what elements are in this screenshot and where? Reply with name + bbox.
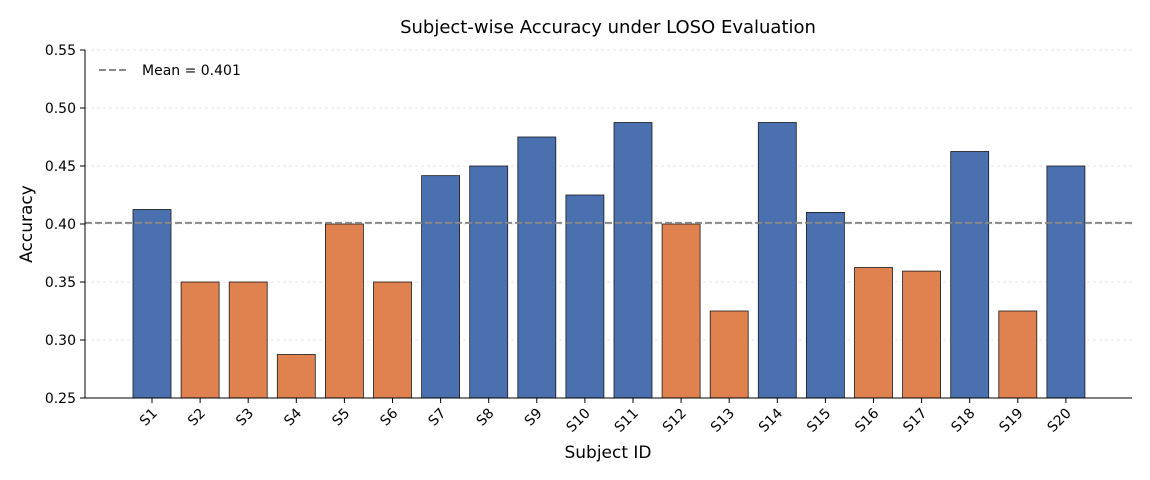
legend: Mean = 0.401 — [99, 63, 241, 79]
bar-s2 — [180, 281, 220, 399]
bar-s15 — [806, 211, 845, 399]
bar-s19 — [998, 310, 1038, 399]
bar-s16 — [854, 267, 893, 399]
bar-s20 — [1046, 165, 1086, 399]
bars — [132, 122, 1086, 399]
x-tick-label: S15 — [804, 406, 834, 436]
bar-s13 — [709, 310, 749, 399]
bar-s14 — [757, 122, 797, 399]
y-tick-label: 0.55 — [45, 43, 76, 59]
x-tick-label: S13 — [708, 406, 738, 436]
bar-s12 — [661, 223, 701, 399]
bar-s3 — [228, 281, 268, 399]
x-tick-label: S7 — [426, 406, 450, 430]
bar-s17 — [902, 270, 941, 399]
x-tick-label: S2 — [185, 406, 209, 430]
y-axis-title: Accuracy — [17, 185, 37, 263]
legend-mean-label: Mean = 0.401 — [142, 63, 241, 79]
y-tick-label: 0.45 — [45, 159, 76, 175]
bar-s1 — [132, 209, 172, 399]
x-tick-label: S5 — [329, 406, 353, 430]
x-tick-label: S4 — [281, 405, 305, 429]
y-tick-label: 0.35 — [45, 275, 76, 291]
x-tick-label: S10 — [564, 406, 594, 436]
x-tick-label: S16 — [852, 405, 882, 435]
y-ticks: 0.25 0.30 0.35 0.40 0.45 0.50 0.55 — [45, 43, 85, 407]
x-tick-label: S8 — [474, 406, 498, 430]
bar-s9 — [517, 136, 557, 399]
y-tick-label: 0.30 — [45, 333, 76, 349]
x-ticks: S1 S2 S3 S4 S5 S6 S7 S8 S9 S10 S11 S12 S13 S14 S15 S16 S… — [137, 398, 1075, 436]
bar-s10 — [565, 194, 605, 399]
x-tick-label: S20 — [1045, 406, 1075, 436]
y-tick-label: 0.25 — [45, 391, 76, 407]
y-tick-label: 0.40 — [45, 217, 76, 233]
x-tick-label: S9 — [522, 406, 546, 430]
x-tick-label: S14 — [756, 405, 786, 435]
bar-s6 — [373, 281, 412, 399]
x-tick-label: S18 — [948, 406, 978, 436]
x-tick-label: S19 — [996, 406, 1026, 436]
bar-s18 — [950, 151, 990, 399]
bar-s8 — [469, 165, 509, 399]
x-tick-label: S17 — [900, 406, 930, 436]
bar-s4 — [276, 354, 316, 399]
x-tick-label: S1 — [137, 406, 161, 430]
x-tick-label: S12 — [660, 406, 690, 436]
y-tick-label: 0.50 — [45, 101, 76, 117]
x-tick-label: S11 — [612, 406, 642, 436]
bar-s5 — [324, 223, 364, 399]
x-axis-title: Subject ID — [564, 443, 651, 463]
bar-s11 — [613, 122, 653, 399]
x-tick-label: S3 — [233, 406, 257, 430]
bar-s7 — [421, 175, 461, 399]
x-tick-label: S6 — [377, 405, 401, 429]
chart-title: Subject-wise Accuracy under LOSO Evaluat… — [400, 17, 816, 38]
